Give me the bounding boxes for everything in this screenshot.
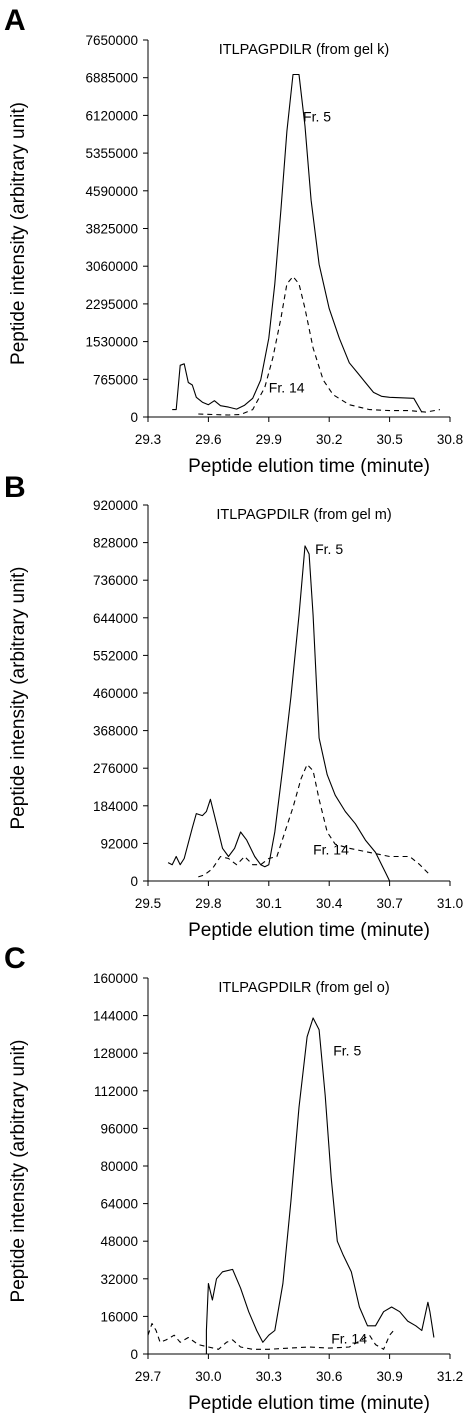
series-line-fr-14 <box>147 1322 395 1350</box>
series-line-fr-5 <box>205 1017 435 1354</box>
y-tick-label: 3060000 <box>85 259 138 274</box>
y-axis-title: Peptide intensity (arbitrary unit) <box>8 102 29 365</box>
series-annotation: Fr. 5 <box>333 1043 361 1059</box>
y-tick-label: 644000 <box>93 611 138 626</box>
series-line-fr-5 <box>167 545 391 882</box>
y-tick-label: 96000 <box>100 1121 138 1136</box>
x-tick-label: 30.3 <box>256 1369 282 1384</box>
y-tick-label: 48000 <box>100 1234 138 1249</box>
y-tick-label: 128000 <box>93 1046 138 1061</box>
series-line-fr-5 <box>172 73 423 413</box>
x-tick-label: 30.1 <box>256 896 282 911</box>
x-tick-label: 30.6 <box>316 1369 342 1384</box>
y-tick-label: 16000 <box>100 1309 138 1324</box>
y-tick-label: 6120000 <box>85 108 138 123</box>
chart-panel-c: C 0 16000 32000 48000 64000 80000 96000 112000 12… <box>4 942 463 1414</box>
panel-letter-c: C <box>4 942 26 975</box>
chart-title: ITLPAGPDILR (from gel k) <box>219 42 390 58</box>
y-tick-label: 160000 <box>93 971 138 986</box>
y-tick-label: 7650000 <box>85 33 138 48</box>
y-tick-label: 112000 <box>94 1084 138 1099</box>
y-tick-label: 2295000 <box>85 297 138 312</box>
y-tick-label: 276000 <box>93 761 138 776</box>
chart-title: ITLPAGPDILR (from gel o) <box>218 980 389 996</box>
x-tick-label: 29.5 <box>135 896 161 911</box>
y-tick-label: 552000 <box>93 648 138 663</box>
x-tick-label: 29.8 <box>195 896 221 911</box>
y-tick-label: 32000 <box>100 1272 138 1287</box>
x-tick-label: 29.6 <box>195 432 221 447</box>
chart-panel-a: A 0 765000 1530000 2295000 3060000 3825000 4590… <box>4 4 463 477</box>
series-annotation: Fr. 5 <box>315 541 343 557</box>
y-tick-label: 460000 <box>93 686 138 701</box>
chart-panel-b: B 0 92000 184000 276000 368000 460000 552000 644… <box>4 471 463 941</box>
y-tick-label: 80000 <box>100 1159 138 1174</box>
x-tick-label: 30.0 <box>195 1369 221 1384</box>
y-tick-label: 765000 <box>93 372 138 387</box>
x-tick-label: 31.0 <box>437 896 463 911</box>
y-tick-label: 6885000 <box>85 71 138 86</box>
y-tick-label: 184000 <box>93 799 138 814</box>
y-tick-label: 1530000 <box>85 335 138 350</box>
y-tick-label: 0 <box>130 874 138 889</box>
x-axis-title: Peptide elution time (minute) <box>188 456 430 477</box>
y-tick-label: 64000 <box>100 1197 138 1212</box>
y-tick-label: 92000 <box>100 836 138 851</box>
y-tick-label: 736000 <box>93 573 138 588</box>
y-tick-label: 144000 <box>93 1009 138 1024</box>
series-line-fr-14 <box>198 763 431 878</box>
chart-title: ITLPAGPDILR (from gel m) <box>216 507 391 523</box>
series-annotation: Fr. 5 <box>303 108 331 124</box>
x-tick-label: 29.7 <box>135 1369 161 1384</box>
series-line-fr-14 <box>198 275 440 416</box>
panel-letter-a: A <box>4 4 26 37</box>
x-tick-label: 30.2 <box>316 432 342 447</box>
y-tick-label: 828000 <box>93 536 138 551</box>
x-tick-label: 31.2 <box>437 1369 463 1384</box>
x-axis-title: Peptide elution time (minute) <box>188 1393 430 1414</box>
panel-letter-b: B <box>4 471 26 504</box>
y-tick-label: 4590000 <box>85 184 138 199</box>
series-annotation: Fr. 14 <box>313 841 349 857</box>
x-axis-title: Peptide elution time (minute) <box>188 920 430 941</box>
x-tick-label: 29.3 <box>135 432 161 447</box>
x-tick-label: 30.9 <box>376 1369 402 1384</box>
x-tick-label: 30.8 <box>437 432 463 447</box>
y-tick-label: 0 <box>130 1347 138 1362</box>
x-tick-label: 30.4 <box>316 896 343 911</box>
y-tick-label: 0 <box>130 410 138 425</box>
x-tick-label: 30.7 <box>376 896 402 911</box>
y-tick-label: 5355000 <box>85 146 138 161</box>
x-tick-label: 29.9 <box>256 432 282 447</box>
series-annotation: Fr. 14 <box>269 379 305 395</box>
y-axis-title: Peptide intensity (arbitrary unit) <box>8 1040 29 1303</box>
y-tick-label: 368000 <box>93 724 138 739</box>
y-axis-title: Peptide intensity (arbitrary unit) <box>8 567 29 830</box>
y-tick-label: 3825000 <box>85 222 138 237</box>
y-tick-label: 920000 <box>93 498 138 513</box>
x-tick-label: 30.5 <box>376 432 402 447</box>
series-annotation: Fr. 14 <box>331 1330 367 1346</box>
